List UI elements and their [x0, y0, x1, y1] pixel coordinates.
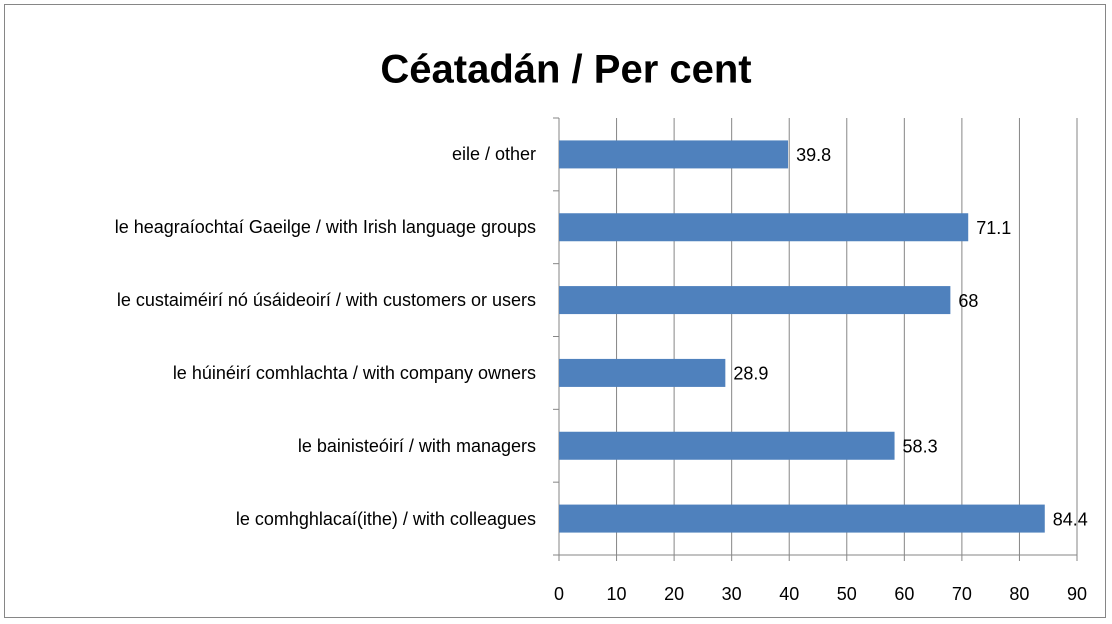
value-label: 84.4: [1053, 509, 1088, 529]
y-tick-label: eile / other: [451, 144, 536, 165]
bar: [559, 431, 895, 460]
value-label: 28.9: [733, 364, 768, 384]
y-tick-label: le heagraíochtaí Gaeilge / with Irish la…: [114, 217, 536, 238]
bar: [559, 140, 789, 169]
x-tick-label: 60: [894, 584, 914, 604]
x-tick-label: 40: [779, 584, 799, 604]
chart-frame: [4, 4, 1106, 618]
x-tick-label: 30: [722, 584, 742, 604]
value-label: 71.1: [976, 218, 1011, 238]
x-tick-label: 50: [837, 584, 857, 604]
x-tick-label: 0: [554, 584, 564, 604]
value-label: 58.3: [903, 437, 938, 457]
chart-title: Céatadán / Per cent: [380, 48, 751, 92]
bar: [559, 504, 1045, 533]
bar: [559, 358, 726, 387]
y-tick-label: le húinéirí comhlachta / with company ow…: [172, 362, 536, 383]
x-tick-label: 10: [607, 584, 627, 604]
bar: [559, 286, 951, 315]
y-tick-label: le bainisteóirí / with managers: [297, 435, 536, 456]
x-tick-label: 90: [1067, 584, 1087, 604]
x-tick-label: 20: [664, 584, 684, 604]
value-label: 68: [958, 291, 978, 311]
bar: [559, 213, 969, 242]
x-tick-label: 70: [952, 584, 972, 604]
y-tick-label: le custaiméirí nó úsáideoirí / with cust…: [116, 290, 536, 311]
y-tick-label: le comhghlacaí(ithe) / with colleagues: [235, 508, 536, 529]
value-label: 39.8: [796, 145, 831, 165]
x-tick-label: 80: [1009, 584, 1029, 604]
